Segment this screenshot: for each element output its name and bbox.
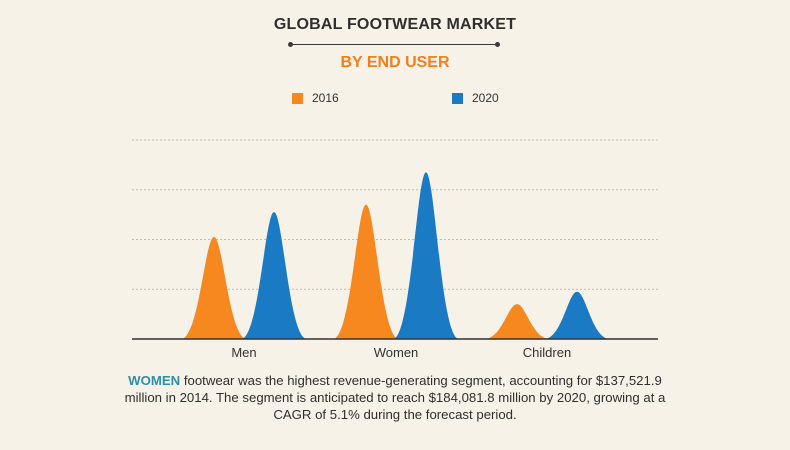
title-underline	[288, 42, 500, 47]
legend: 2016 2020	[0, 91, 790, 107]
caption-text: footwear was the highest revenue-generat…	[124, 373, 666, 422]
peak-2016-children	[484, 304, 550, 339]
x-tick-label: Men	[231, 345, 256, 360]
legend-label-2016: 2016	[312, 91, 339, 105]
chart-caption: WOMEN footwear was the highest revenue-g…	[120, 372, 670, 423]
peak-2020-men	[241, 212, 307, 339]
chart-subtitle: BY END USER	[340, 54, 450, 71]
peak-2016-men	[181, 237, 247, 339]
legend-item-2016: 2016	[292, 91, 339, 105]
legend-item-2020: 2020	[452, 91, 499, 105]
legend-swatch-2016	[292, 92, 303, 104]
chart-title: GLOBAL FOOTWEAR MARKET	[273, 16, 517, 33]
peak-2020-women	[393, 172, 459, 339]
chart-area: Men Women Children	[132, 139, 658, 360]
peak-2016-women	[333, 204, 399, 339]
caption-highlight: WOMEN	[128, 373, 181, 388]
legend-swatch-2020	[452, 92, 463, 104]
x-tick-label: Children	[523, 345, 571, 360]
peak-2020-children	[544, 291, 610, 339]
x-tick-label: Women	[374, 345, 419, 360]
legend-label-2020: 2020	[472, 91, 499, 105]
